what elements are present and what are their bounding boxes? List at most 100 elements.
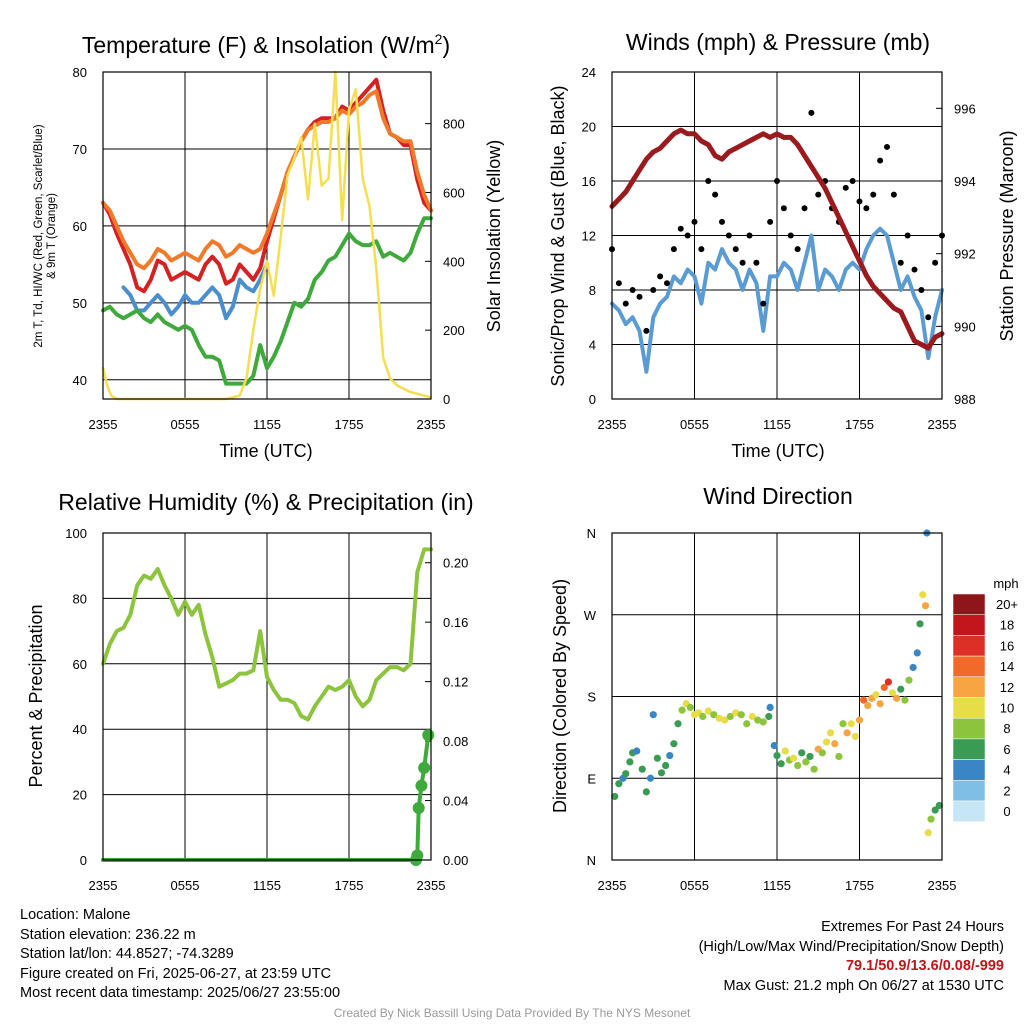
- x-tick-label: 0555: [171, 417, 200, 432]
- direction-point: [670, 740, 678, 748]
- gust-point: [870, 191, 877, 198]
- direction-point: [935, 801, 943, 810]
- y-tick-label: 0: [80, 853, 87, 868]
- recent-timestamp: Most recent data timestamp: 2025/06/27 2…: [20, 985, 341, 1001]
- gust-point: [705, 178, 712, 184]
- y2-tick-label: 400: [443, 254, 465, 269]
- wind-speed-line: [610, 226, 944, 374]
- direction-point: [794, 761, 802, 770]
- legend-label: 12: [1000, 680, 1014, 695]
- legend-label: 8: [1003, 721, 1010, 736]
- gust-point: [780, 205, 787, 212]
- gust-point: [911, 266, 918, 273]
- direction-point: [864, 701, 872, 710]
- plot-frame: [611, 532, 943, 861]
- direction-point: [773, 751, 781, 760]
- direction-point: [913, 649, 921, 657]
- gust-point: [650, 287, 657, 293]
- max-gust: Max Gust: 21.2 mph On 06/27 at 1530 UTC: [723, 977, 1004, 994]
- direction-point: [657, 769, 666, 777]
- direction-point: [880, 683, 888, 692]
- y2-tick-label: 200: [443, 323, 465, 338]
- direction-point: [622, 770, 630, 778]
- direction-point: [748, 712, 756, 721]
- gust-point: [732, 246, 739, 253]
- temperature-9m-line: [101, 89, 433, 271]
- legend-label: 6: [1003, 742, 1010, 757]
- direction-point: [642, 788, 650, 796]
- direction-point: [678, 706, 686, 714]
- y2-tick-label: 0.12: [443, 675, 468, 690]
- gust-point: [719, 218, 725, 225]
- x-tick-label: 2355: [89, 878, 118, 893]
- x-tick-label: 0555: [171, 878, 200, 893]
- gust-point: [787, 232, 794, 239]
- legend-swatch: [952, 800, 986, 822]
- direction-point: [876, 700, 884, 708]
- gust-point: [897, 259, 904, 266]
- gust-point: [712, 191, 719, 198]
- heat-index-line: [121, 262, 269, 321]
- precipitation-point: [412, 801, 425, 814]
- direction-point: [831, 740, 839, 748]
- legend-label: 2: [1003, 783, 1010, 798]
- gust-point: [746, 232, 753, 239]
- direction-point: [777, 760, 785, 768]
- direction-point: [860, 696, 868, 704]
- gust-point: [877, 157, 884, 164]
- gust-point: [677, 225, 684, 232]
- precipitation-point: [422, 729, 435, 742]
- gust-point: [842, 184, 849, 191]
- direction-point: [806, 752, 814, 761]
- gust-point: [884, 143, 890, 150]
- direction-point: [611, 792, 619, 801]
- station-latlon: Station lat/lon: 44.8527; -74.3289: [20, 946, 234, 962]
- gust-point: [808, 109, 815, 116]
- legend-swatch: [952, 614, 986, 636]
- direction-point: [810, 765, 818, 773]
- gust-point: [815, 191, 822, 198]
- gust-point: [629, 287, 636, 293]
- y-tick-label: 4: [589, 338, 596, 353]
- x-tick-label: 1755: [845, 878, 874, 893]
- x-tick-label: 2355: [417, 417, 446, 432]
- legend-swatch: [952, 635, 986, 657]
- legend-swatch: [952, 738, 986, 760]
- precipitation-line: [101, 733, 431, 862]
- gust-point: [622, 300, 629, 307]
- pressure-line: [609, 127, 945, 351]
- y-tick-label: 40: [73, 373, 87, 388]
- gust-point: [932, 259, 939, 266]
- gust-point: [657, 273, 664, 280]
- y2-tick-label: 0.08: [443, 734, 468, 749]
- direction-point: [732, 709, 740, 717]
- y2-tick-label: 800: [443, 117, 465, 132]
- direction-point: [843, 729, 851, 737]
- extremes-title: Extremes For Past 24 Hours: [821, 919, 1004, 935]
- direction-point: [765, 712, 773, 721]
- gust-point: [856, 198, 863, 205]
- direction-point: [888, 689, 897, 697]
- direction-point: [916, 620, 924, 628]
- y-tick-label: W: [584, 608, 597, 623]
- gust-point: [615, 280, 622, 287]
- y-tick-label: 16: [582, 174, 596, 189]
- y2-tick-label: 0: [443, 392, 450, 407]
- y-tick-label: 100: [65, 526, 87, 541]
- gust-point: [794, 246, 801, 253]
- direction-point: [893, 694, 901, 702]
- temperature-line: [101, 77, 433, 294]
- x-tick-label: 1155: [763, 417, 791, 432]
- direction-point: [633, 747, 641, 755]
- y-tick-label: 70: [73, 142, 87, 157]
- x-tick-label: 1155: [763, 878, 791, 893]
- direction-point: [781, 747, 789, 755]
- direction-point: [649, 711, 657, 719]
- gust-point: [684, 232, 691, 239]
- direction-point: [770, 741, 778, 750]
- gust-point: [760, 300, 767, 307]
- gust-point: [767, 218, 774, 225]
- x-tick-label: 2355: [598, 878, 627, 893]
- humidity-line: [101, 547, 433, 722]
- humidity-panel: Relative Humidity (%) & Precipitation (i…: [26, 489, 474, 893]
